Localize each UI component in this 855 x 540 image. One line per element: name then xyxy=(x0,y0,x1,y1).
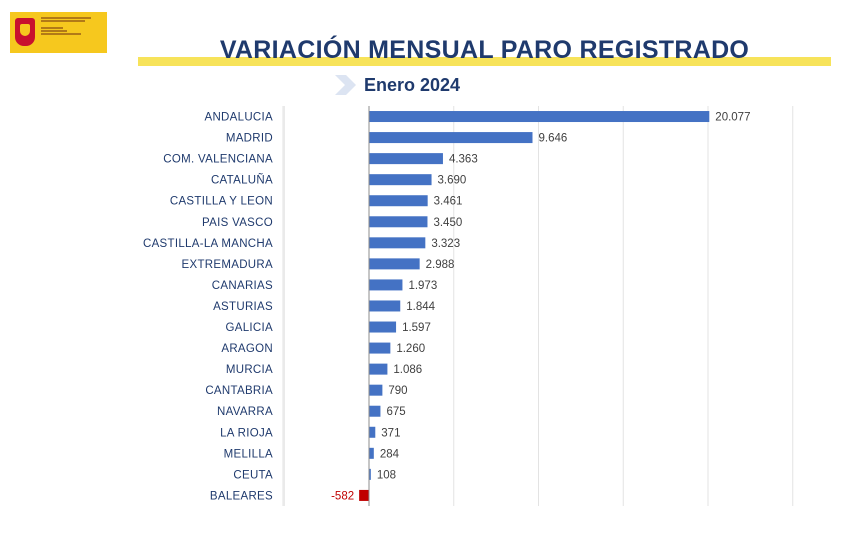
value-label: 3.461 xyxy=(434,196,463,208)
value-label: 1.597 xyxy=(402,322,431,334)
bar xyxy=(369,468,371,480)
chart-subtitle: Enero 2024 xyxy=(364,75,461,95)
value-label: 108 xyxy=(377,469,396,481)
title-highlight-band xyxy=(138,57,831,66)
bar xyxy=(369,426,376,438)
category-label: ANDALUCIA xyxy=(204,112,273,124)
bar xyxy=(369,405,381,417)
category-label: LA RIOJA xyxy=(220,427,273,439)
category-label: CASTILLA Y LEON xyxy=(170,196,273,208)
ministry-logo xyxy=(10,12,107,53)
logo-text-lines xyxy=(41,17,91,35)
category-label: MURCIA xyxy=(226,364,273,376)
grid-lines xyxy=(282,106,794,506)
category-label: NAVARRA xyxy=(217,406,273,418)
category-label: GALICIA xyxy=(226,322,274,334)
coat-of-arms-icon xyxy=(15,18,35,46)
category-label: EXTREMADURA xyxy=(182,259,274,271)
value-label: -582 xyxy=(331,490,354,502)
category-label: CASTILLA-LA MANCHA xyxy=(143,238,273,250)
value-label: 675 xyxy=(386,406,405,418)
category-label: ASTURIAS xyxy=(213,301,273,313)
bar xyxy=(369,216,428,228)
value-label: 2.988 xyxy=(426,259,455,271)
bar xyxy=(369,195,428,207)
value-label: 3.323 xyxy=(431,238,460,250)
category-label: MADRID xyxy=(226,133,273,145)
value-label: 371 xyxy=(381,427,400,439)
bar xyxy=(369,321,397,333)
value-label: 3.690 xyxy=(438,175,467,187)
bar xyxy=(369,132,533,144)
bar xyxy=(369,111,710,123)
page-title: VARIACIÓN MENSUAL PARO REGISTRADO xyxy=(219,36,750,64)
category-label: CANARIAS xyxy=(212,280,273,292)
category-label: CANTABRIA xyxy=(205,385,273,397)
category-label: ARAGON xyxy=(221,343,273,355)
category-label: PAIS VASCO xyxy=(202,217,273,229)
bar xyxy=(369,237,426,249)
value-label: 9.646 xyxy=(538,133,567,145)
value-label: 790 xyxy=(388,385,407,397)
bar xyxy=(369,342,391,354)
value-label: 3.450 xyxy=(433,217,462,229)
value-label: 1.844 xyxy=(406,301,435,313)
bar xyxy=(369,300,401,312)
value-labels: 20.077 9.646 4.363 3.690 3.461 3.450 3.323 2.98… xyxy=(331,112,750,503)
value-label: 20.077 xyxy=(715,112,750,124)
bar xyxy=(359,489,369,501)
category-label: COM. VALENCIANA xyxy=(163,154,273,166)
bar xyxy=(369,447,374,459)
value-label: 1.260 xyxy=(396,343,425,355)
value-label: 4.363 xyxy=(449,154,478,166)
category-labels: ANDALUCIA MADRID COM. VALENCIANA CATALUÑA CA… xyxy=(143,112,273,503)
bars xyxy=(359,111,710,501)
value-label: 1.973 xyxy=(408,280,437,292)
category-label: CATALUÑA xyxy=(211,174,273,187)
value-label: 1.086 xyxy=(393,364,422,376)
value-label: 284 xyxy=(380,448,400,460)
bar xyxy=(369,279,403,291)
bar xyxy=(369,363,388,375)
bar xyxy=(369,258,420,270)
category-label: BALEARES xyxy=(210,490,273,502)
bar xyxy=(369,384,383,396)
category-label: CEUTA xyxy=(233,469,273,481)
category-label: MELILLA xyxy=(224,448,273,460)
bar xyxy=(369,153,443,165)
bar xyxy=(369,174,432,186)
chevron-right-icon xyxy=(335,75,356,95)
